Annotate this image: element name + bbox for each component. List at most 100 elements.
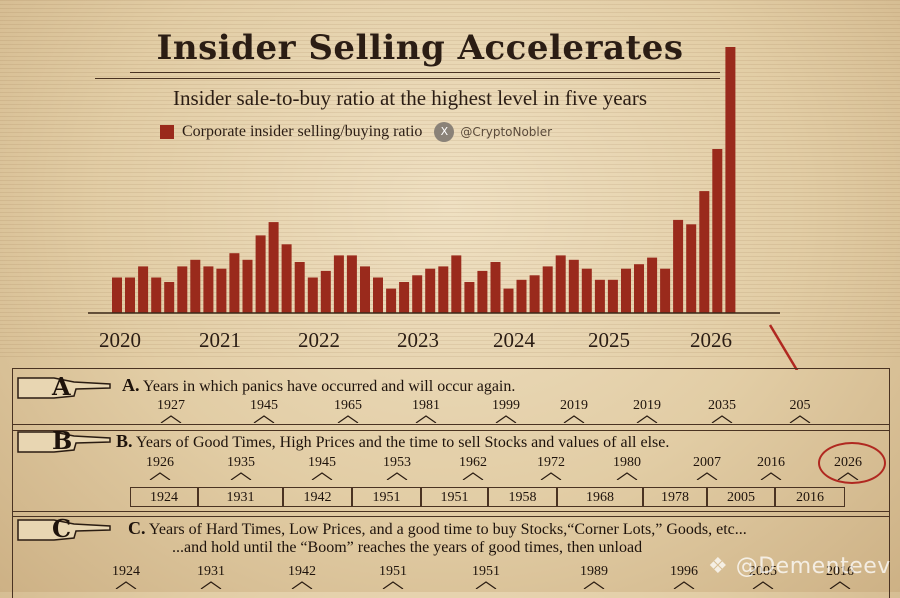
title-rule xyxy=(130,72,720,73)
row-c-year: 1989 xyxy=(580,564,608,579)
peak-marker xyxy=(563,415,585,423)
peak-marker xyxy=(415,415,437,423)
row-b-text: Years of Good Times, High Prices and the… xyxy=(135,434,670,451)
pointing-hand-icon: B xyxy=(14,426,114,455)
bar xyxy=(281,244,292,313)
bar xyxy=(699,191,710,313)
peak-marker xyxy=(386,472,408,480)
bar xyxy=(594,279,605,314)
bar xyxy=(568,259,579,313)
title-rule-2 xyxy=(95,78,720,79)
bar xyxy=(516,279,527,314)
bar xyxy=(634,264,644,313)
row-b-box-year: 2005 xyxy=(707,487,775,507)
peak-marker xyxy=(752,581,774,589)
bar xyxy=(464,282,475,313)
row-b-year: 1945 xyxy=(308,455,336,470)
row-a-divider xyxy=(12,424,890,425)
bar xyxy=(621,268,631,313)
bar xyxy=(686,224,697,313)
x-tick-label: 2020 xyxy=(99,328,141,352)
row-b-box-year: 1968 xyxy=(557,487,643,507)
row-a-year: 2035 xyxy=(708,398,736,413)
row-c-year: 1942 xyxy=(288,564,316,579)
bar xyxy=(712,149,723,313)
annotation-arrow xyxy=(768,324,799,370)
peak-marker xyxy=(230,472,252,480)
bar xyxy=(360,266,370,313)
legend: Corporate insider selling/buying ratio X… xyxy=(160,122,552,142)
bar-chart: 2020 2021 2022 2023 2024 2025 2026 xyxy=(88,47,799,370)
row-b-divider xyxy=(12,511,890,512)
row-a-year: 1945 xyxy=(250,398,278,413)
bar xyxy=(438,266,449,313)
bar xyxy=(333,255,344,313)
row-a-year: 1999 xyxy=(492,398,520,413)
bar xyxy=(242,259,253,313)
row-c-year: 2016 xyxy=(826,564,854,579)
bar xyxy=(216,268,227,313)
highlight-circle xyxy=(818,442,886,484)
row-a-letter: A xyxy=(52,372,71,401)
row-c-year: 1931 xyxy=(197,564,225,579)
row-a-label: A. xyxy=(122,375,140,395)
legend-label: Corporate insider selling/buying ratio xyxy=(182,123,423,140)
x-tick-label: 2023 xyxy=(397,328,439,352)
peak-marker xyxy=(382,581,404,589)
row-b-year: 1980 xyxy=(613,455,641,470)
peak-marker xyxy=(760,472,782,480)
pointing-hand-icon: C xyxy=(14,514,114,543)
peak-marker xyxy=(253,415,275,423)
bar xyxy=(346,255,357,313)
x-tick-label: 2026 xyxy=(690,328,732,352)
bar xyxy=(307,277,318,313)
row-b-box-year: 1924 xyxy=(130,487,198,507)
row-c-year: 1996 xyxy=(670,564,698,579)
x-logo-icon: X xyxy=(434,122,455,142)
bar xyxy=(373,277,383,313)
row-a-year: 2019 xyxy=(560,398,588,413)
row-c-year: 1951 xyxy=(379,564,407,579)
bar xyxy=(229,253,240,314)
bar xyxy=(647,257,658,313)
peak-marker xyxy=(583,581,605,589)
bar xyxy=(151,277,162,313)
row-b-year: 1926 xyxy=(146,455,174,470)
x-tick-label: 2025 xyxy=(588,328,630,352)
peak-marker xyxy=(636,415,658,423)
bar xyxy=(203,266,214,313)
peak-marker xyxy=(337,415,359,423)
peak-marker xyxy=(462,472,484,480)
bar xyxy=(386,288,397,313)
peak-marker xyxy=(149,472,171,480)
row-b-year: 2016 xyxy=(757,455,785,470)
bar xyxy=(607,279,618,314)
row-b-box-year: 1931 xyxy=(198,487,283,507)
source-handle: @CryptoNobler xyxy=(460,125,553,139)
cycle-table xyxy=(12,368,890,598)
row-b-letter: B xyxy=(52,426,73,455)
bar xyxy=(660,268,671,313)
row-c-heading: C. Years of Hard Times, Low Prices, and … xyxy=(128,518,747,539)
peak-marker xyxy=(311,472,333,480)
pointing-hand-icon: A xyxy=(14,372,114,401)
x-ticks-group: 2020 2021 2022 2023 2024 2025 2026 xyxy=(99,328,732,352)
row-b-box-year: 2016 xyxy=(775,487,845,507)
bar xyxy=(138,266,149,313)
row-a-divider-2 xyxy=(12,430,890,431)
bar xyxy=(412,275,423,313)
bar xyxy=(190,259,201,313)
bar xyxy=(320,270,331,313)
row-b-box-year: 1951 xyxy=(352,487,421,507)
row-c-year: 1924 xyxy=(112,564,140,579)
row-b-boxes: 1924 1931 1942 1951 1951 1958 1968 1978 2005 2016 xyxy=(130,487,845,507)
row-a-year: 1965 xyxy=(334,398,362,413)
row-c-label: C. xyxy=(128,518,146,538)
row-a-year: 205 xyxy=(789,398,811,413)
peak-marker xyxy=(711,415,733,423)
peak-marker xyxy=(495,415,517,423)
x-tick-label: 2024 xyxy=(493,328,536,352)
peak-marker xyxy=(291,581,313,589)
bar xyxy=(490,262,501,313)
bar xyxy=(112,277,122,313)
